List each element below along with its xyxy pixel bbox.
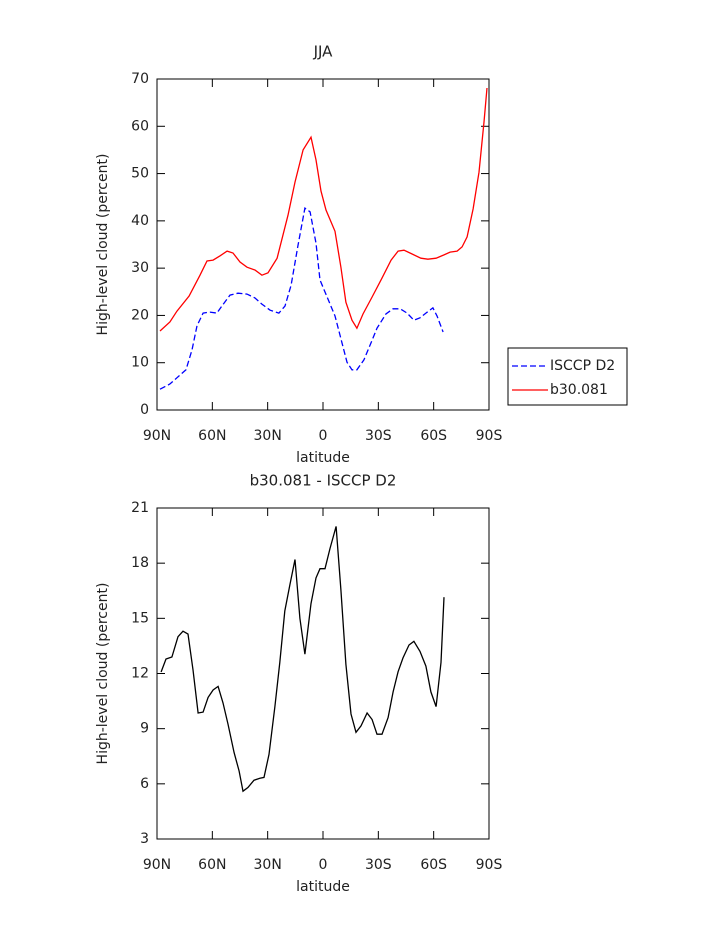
y-tick-label: 3 xyxy=(140,831,149,847)
x-tick-label: 30S xyxy=(365,857,392,873)
legend-label: b30.081 xyxy=(550,382,608,398)
x-axis-label: latitude xyxy=(296,879,350,895)
y-axis-label: High-level cloud (percent) xyxy=(95,154,111,336)
x-tick-label: 0 xyxy=(319,857,328,873)
x-tick-label: 90N xyxy=(143,857,171,873)
x-tick-label: 60S xyxy=(420,857,447,873)
y-tick-label: 30 xyxy=(131,260,149,276)
y-tick-label: 21 xyxy=(131,500,149,516)
plot-frame xyxy=(156,78,490,411)
x-axis-label: latitude xyxy=(296,450,350,466)
x-tick-label: 30N xyxy=(254,857,282,873)
y-tick-label: 20 xyxy=(131,307,149,323)
legend-label: ISCCP D2 xyxy=(550,358,615,374)
x-tick-label: 90S xyxy=(476,857,503,873)
x-tick-label: 30S xyxy=(365,428,392,444)
y-tick-label: 6 xyxy=(140,776,149,792)
y-tick-label: 70 xyxy=(131,71,149,87)
y-tick-label: 50 xyxy=(131,166,149,182)
x-tick-label: 30N xyxy=(254,428,282,444)
data-line xyxy=(160,526,445,793)
y-tick-label: 15 xyxy=(131,610,149,626)
y-tick-label: 0 xyxy=(140,402,149,418)
x-tick-label: 0 xyxy=(319,428,328,444)
y-axis-label: High-level cloud (percent) xyxy=(95,583,111,765)
x-tick-label: 90N xyxy=(143,428,171,444)
chart-title: JJA xyxy=(313,43,334,61)
data-line xyxy=(159,87,488,332)
y-tick-label: 40 xyxy=(131,213,149,229)
x-tick-label: 60S xyxy=(420,428,447,444)
y-tick-label: 18 xyxy=(131,555,149,571)
x-tick-label: 90S xyxy=(476,428,503,444)
y-tick-label: 9 xyxy=(140,721,149,737)
y-tick-label: 10 xyxy=(131,355,149,371)
y-tick-label: 12 xyxy=(131,666,149,682)
x-tick-label: 60N xyxy=(198,857,226,873)
x-tick-label: 60N xyxy=(198,428,226,444)
legend-box xyxy=(507,347,628,406)
chart-title: b30.081 - ISCCP D2 xyxy=(250,472,397,490)
y-tick-label: 60 xyxy=(131,118,149,134)
data-line xyxy=(159,206,444,390)
